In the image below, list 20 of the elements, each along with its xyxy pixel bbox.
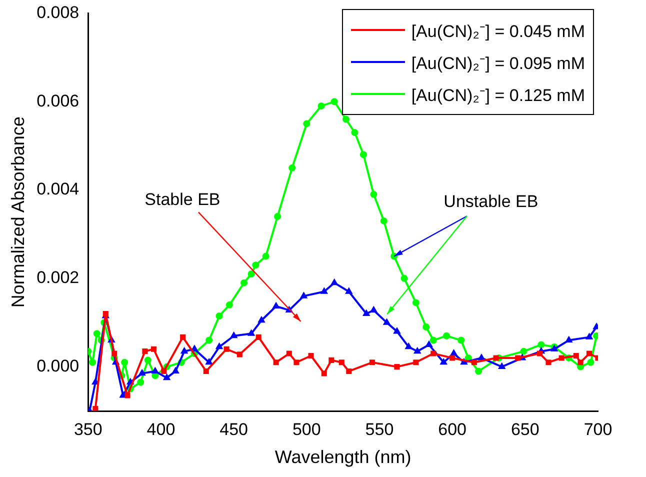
legend-label: [Au(CN)₂⁻] = 0.045 mM xyxy=(411,20,585,42)
y-tick-label: 0.000 xyxy=(36,356,80,376)
y-tick-label: 0.006 xyxy=(36,91,80,110)
x-tick-label: 700 xyxy=(584,420,612,439)
legend-label: [Au(CN)₂⁻] = 0.095 mM xyxy=(411,52,585,74)
annotation: Stable EB xyxy=(144,190,220,209)
y-axis-title: Normalized Absorbance xyxy=(8,116,28,308)
annotation: Unstable EB xyxy=(444,192,538,211)
x-tick-label: 600 xyxy=(438,420,467,439)
legend-label: [Au(CN)₂⁻] = 0.125 mM xyxy=(411,84,585,106)
y-tick-label: 0.004 xyxy=(36,180,80,199)
x-tick-label: 350 xyxy=(74,420,102,439)
x-tick-label: 450 xyxy=(220,420,248,439)
y-tick-label: 0.002 xyxy=(36,268,80,288)
y-tick-label: 0.008 xyxy=(36,2,80,22)
x-tick-label: 500 xyxy=(292,420,321,439)
x-tick-label: 400 xyxy=(146,420,176,439)
x-axis-title: Wavelength (nm) xyxy=(274,447,412,468)
x-tick-label: 550 xyxy=(365,420,394,439)
x-tick-label: 650 xyxy=(510,420,540,439)
